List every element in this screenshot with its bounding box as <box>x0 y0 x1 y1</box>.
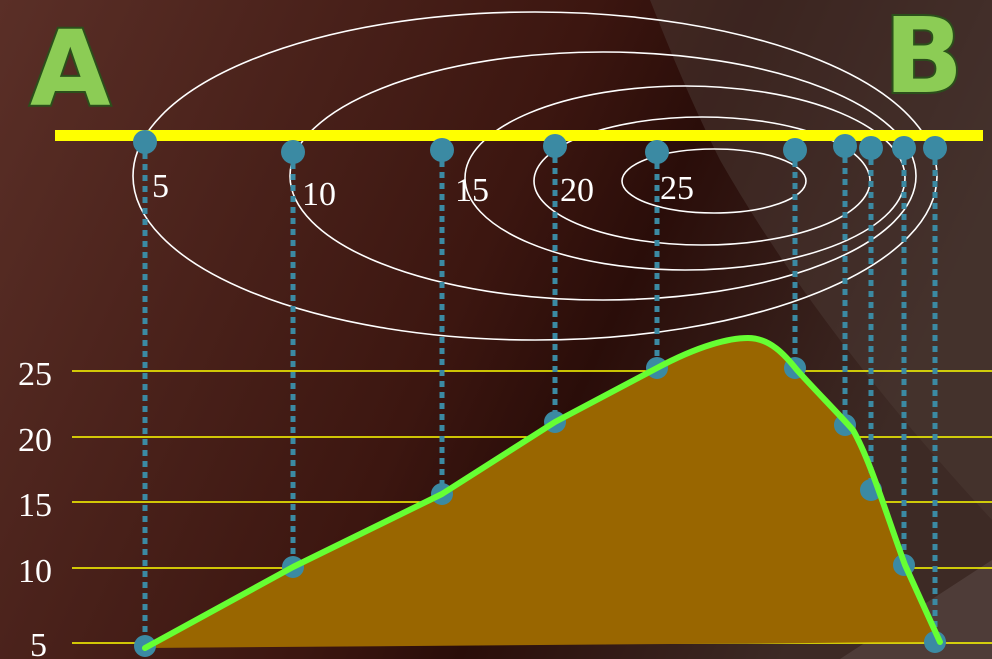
intersection-point-6 <box>783 138 807 162</box>
intersection-point-2 <box>281 140 305 164</box>
contour-25 <box>621 148 807 214</box>
elevation-label-10: 10 <box>18 553 52 590</box>
contour-label-25: 25 <box>660 170 694 207</box>
contour-label-5: 5 <box>152 168 169 205</box>
intersection-point-7 <box>833 134 857 158</box>
section-line-a-b <box>55 130 983 141</box>
contour-label-15: 15 <box>455 172 489 209</box>
contour-15 <box>464 85 906 271</box>
projection-lines <box>142 142 938 645</box>
contour-label-10: 10 <box>302 176 336 213</box>
elevation-label-25: 25 <box>18 356 52 393</box>
intersection-point-10 <box>923 136 947 160</box>
intersection-points <box>133 130 947 164</box>
intersection-point-4 <box>543 134 567 158</box>
intersection-point-5 <box>645 140 669 164</box>
elevation-label-20: 20 <box>18 422 52 459</box>
profile-line <box>142 335 943 651</box>
point-a-label: A <box>30 8 111 130</box>
contour-label-20: 20 <box>560 172 594 209</box>
intersection-point-9 <box>892 136 916 160</box>
profile-area <box>145 338 940 648</box>
elevation-label-5: 5 <box>30 627 47 659</box>
point-b-label: B <box>884 0 963 117</box>
intersection-point-8 <box>859 136 883 160</box>
intersection-point-1 <box>133 130 157 154</box>
contour-10 <box>289 51 917 301</box>
contour-label-group: 5 10 15 20 25 <box>152 168 694 213</box>
elevation-label-group: 25 20 15 10 5 <box>18 356 52 659</box>
intersection-point-3 <box>430 138 454 162</box>
elevation-label-15: 15 <box>18 487 52 524</box>
